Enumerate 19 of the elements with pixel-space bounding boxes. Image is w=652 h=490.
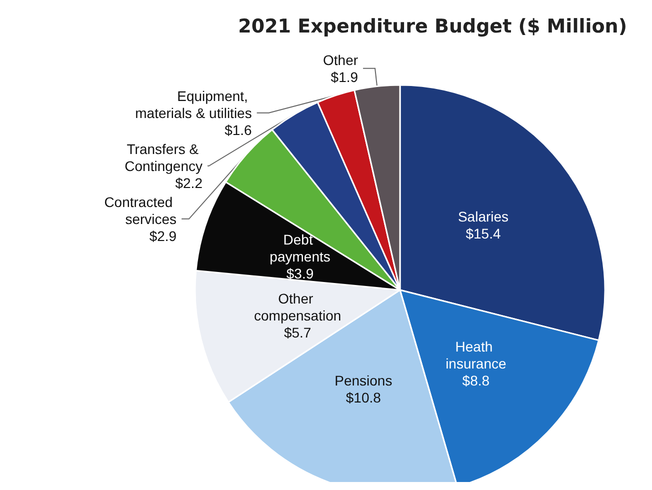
slice-label: Other compensation [254,290,342,324]
data-label: $10.8 [346,389,382,406]
data-label: $1.6 [224,122,252,138]
slice-label: Pensions [334,372,392,388]
data-label: $8.8 [462,372,490,388]
data-label: $2.2 [175,174,203,191]
data-label: $15.4 [466,226,501,242]
chart-title: 2021 Expenditure Budget ($ Million) [238,16,628,38]
slice-label: Transfers & Contingency [124,140,202,174]
slice-label: Other [323,52,358,68]
slice-label: Equipment, materials & utilities [135,88,252,121]
data-label: $2.9 [149,228,177,244]
data-label: $1.9 [330,68,358,85]
slice-label: Debt payments [270,231,330,264]
slice-label: Salaries [458,208,509,225]
slice-label: Heath insurance [446,338,506,372]
slice-label: Contracted services [104,194,177,227]
data-label: $5.7 [284,324,312,340]
data-label: $3.9 [286,265,314,282]
